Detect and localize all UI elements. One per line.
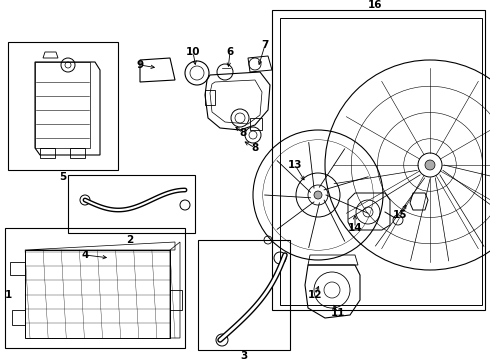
Circle shape (425, 160, 435, 170)
Text: 14: 14 (348, 223, 362, 233)
Bar (198, 240, 290, 350)
Bar (5, 228, 185, 348)
Bar (280, 18, 482, 305)
Text: 6: 6 (226, 47, 234, 57)
Text: 10: 10 (186, 47, 200, 57)
Bar (68, 175, 195, 233)
Bar (272, 10, 485, 310)
Circle shape (314, 191, 322, 199)
Text: 12: 12 (308, 290, 322, 300)
Text: 16: 16 (368, 0, 382, 10)
Bar (8, 42, 118, 170)
Text: 8: 8 (251, 143, 259, 153)
Text: 13: 13 (288, 160, 302, 170)
Text: 7: 7 (261, 40, 269, 50)
Text: 15: 15 (393, 210, 407, 220)
Text: 3: 3 (241, 351, 247, 360)
Text: 9: 9 (136, 60, 144, 70)
Text: 4: 4 (81, 250, 89, 260)
Text: 8: 8 (240, 128, 246, 138)
Text: 1: 1 (4, 290, 12, 300)
Text: 2: 2 (126, 235, 134, 245)
Text: 5: 5 (59, 172, 67, 182)
Text: 11: 11 (331, 308, 345, 318)
